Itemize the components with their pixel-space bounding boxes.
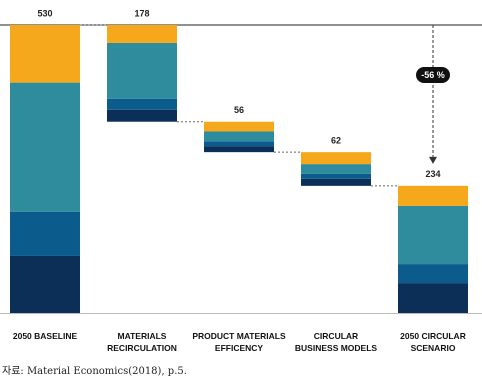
bar-segment xyxy=(107,42,177,99)
bar-segment xyxy=(398,283,468,313)
bar-segment xyxy=(107,98,177,110)
total-label: 56 xyxy=(234,105,244,115)
category-label: PRODUCT MATERIALS EFFICENCY xyxy=(192,331,286,353)
category-label: MATERIALS RECIRCULATION xyxy=(107,331,177,353)
bar-segment xyxy=(398,264,468,284)
category-label: CIRCULAR BUSINESS MODELS xyxy=(294,331,378,353)
bar-segment xyxy=(301,152,371,165)
bar-segment xyxy=(204,146,274,153)
arrow-head xyxy=(429,156,437,164)
bar-segment xyxy=(204,131,274,142)
category-label: 2050 BASELINE xyxy=(12,331,78,341)
total-label: 530 xyxy=(37,8,52,18)
chart: 530 178 56 62 234 -56 % xyxy=(0,8,482,314)
annotation: -56 % xyxy=(421,70,445,80)
bar-segment xyxy=(204,141,274,147)
category-label: 2050 CIRCULAR SCENARIO xyxy=(400,331,466,353)
bar-segment xyxy=(204,121,274,132)
bar-segment xyxy=(398,205,468,265)
annotation-pill xyxy=(416,67,450,83)
total-label: 234 xyxy=(425,169,440,179)
bar-segment xyxy=(10,255,80,313)
bar-segment xyxy=(301,164,371,174)
total-label: 178 xyxy=(134,8,149,18)
bar-segment xyxy=(301,178,371,186)
source-note: 자료: Material Economics(2018), p.5. xyxy=(2,366,187,377)
bar-segment xyxy=(107,109,177,122)
bar-segment xyxy=(10,25,80,83)
bar-segment xyxy=(398,185,468,206)
total-label: 62 xyxy=(331,136,341,146)
bar-segment xyxy=(10,211,80,256)
bar-segment xyxy=(10,82,80,212)
bar-segment xyxy=(301,173,371,179)
bar-segment xyxy=(107,25,177,43)
